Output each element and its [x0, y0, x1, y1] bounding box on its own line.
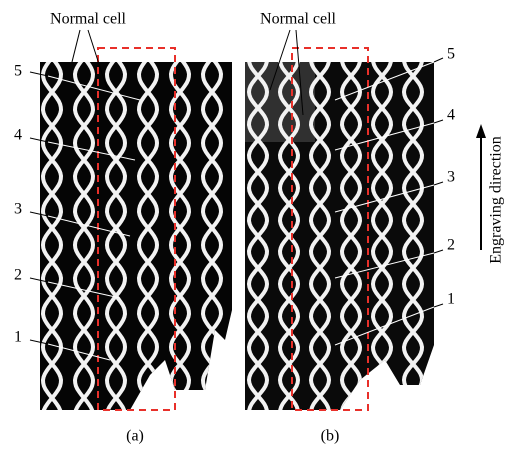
- cell-label: 4: [447, 107, 455, 124]
- mesh-strand: [200, 62, 224, 410]
- mesh-strand: [136, 62, 160, 410]
- mesh-strand: [104, 62, 128, 410]
- micrograph-b: [245, 62, 434, 410]
- side-label: Engraving direction: [488, 136, 505, 264]
- mesh-strand: [40, 62, 64, 410]
- arrow-head: [476, 124, 486, 138]
- cell-label: 2: [447, 237, 455, 254]
- highlight-box-b: [291, 47, 369, 411]
- mesh-strand: [339, 62, 363, 410]
- mesh-strand: [246, 62, 270, 410]
- cell-label: 1: [447, 291, 455, 308]
- cell-label: 3: [14, 201, 22, 218]
- mesh-strand: [40, 62, 64, 410]
- mesh-strand: [370, 62, 394, 410]
- cell-label: 1: [14, 329, 22, 346]
- mesh-strand: [72, 62, 96, 410]
- highlight-box-a: [97, 47, 176, 411]
- cell-label: 5: [447, 46, 455, 63]
- caption: (a): [126, 428, 144, 445]
- annotation: Normal cell: [50, 11, 127, 28]
- mesh-strand: [308, 62, 332, 410]
- cell-label: 3: [447, 169, 455, 186]
- micrograph-a: [40, 62, 232, 410]
- annotation: Normal cell: [260, 11, 337, 28]
- mesh-strand: [168, 62, 192, 410]
- cell-label: 5: [14, 63, 22, 80]
- mesh-strand: [401, 62, 425, 410]
- mesh-strand: [72, 62, 96, 410]
- mesh-strand: [277, 62, 301, 410]
- cell-label: 2: [14, 267, 22, 284]
- cell-label: 4: [14, 127, 22, 144]
- mesh-strand: [104, 62, 128, 410]
- caption: (b): [321, 428, 340, 445]
- mesh-strand: [136, 62, 160, 410]
